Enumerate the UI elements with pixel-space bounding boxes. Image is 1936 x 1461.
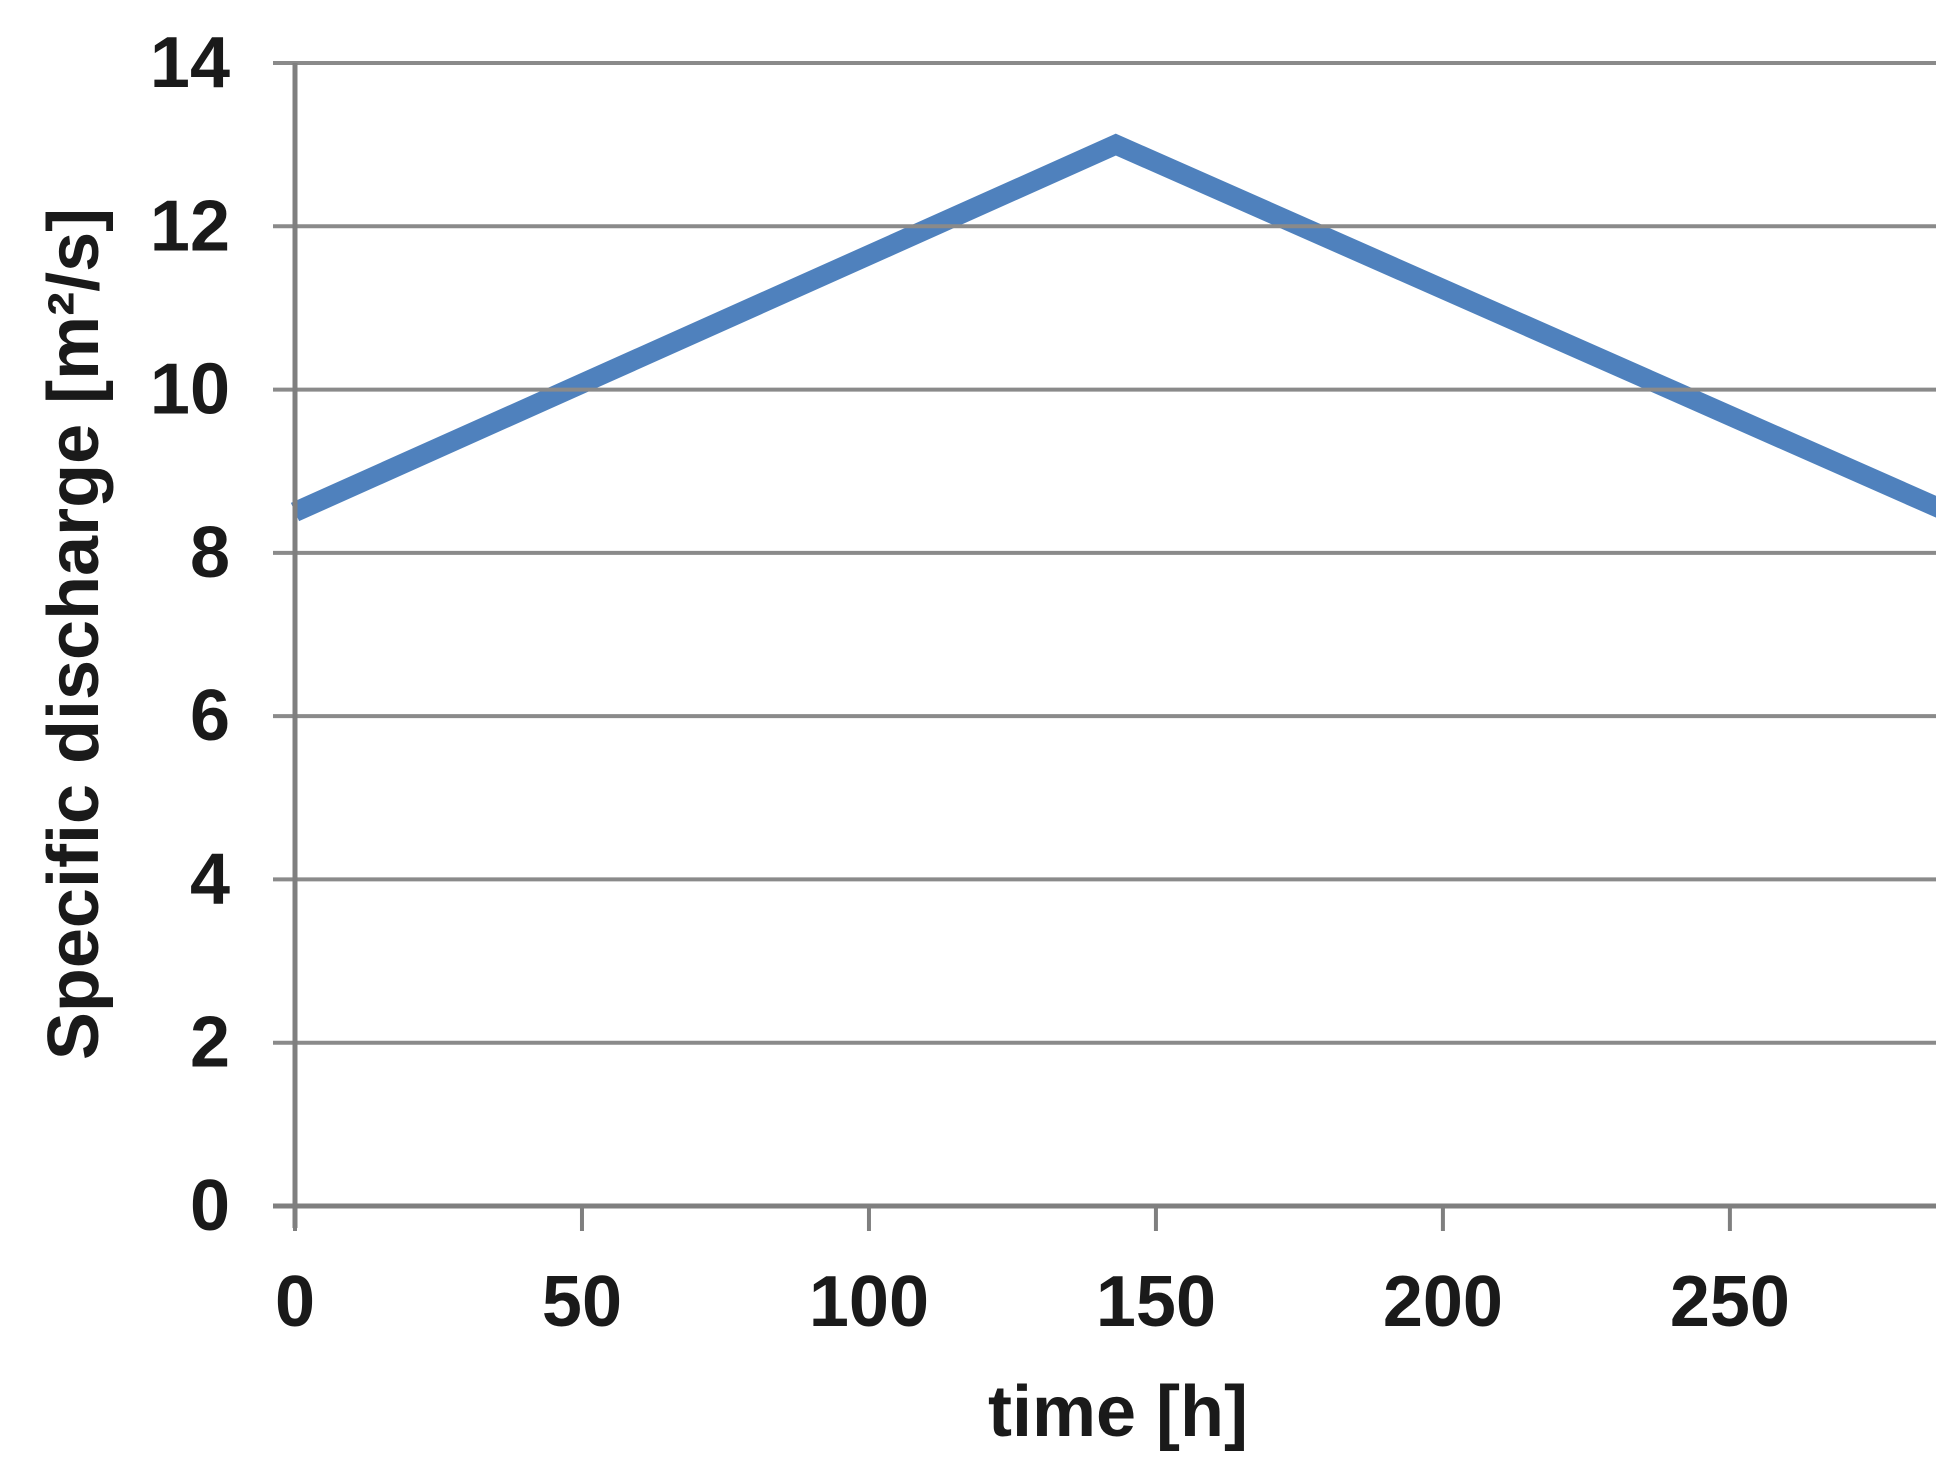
y-axis-title: Specific discharge [m²/s] [40,208,114,1060]
x-tick-label: 100 [809,1262,929,1342]
x-tick-label: 250 [1670,1262,1790,1342]
y-tick-label: 6 [190,676,230,756]
plot-canvas: 0 2 4 6 8 10 12 14 0 50 100 150 200 250 time [h] Spec… [40,23,1936,1452]
y-tick-label: 4 [190,839,230,919]
y-tick-label: 12 [150,186,230,266]
series-layer [290,133,1936,522]
tick-label-layer: 0 2 4 6 8 10 12 14 0 50 100 150 200 250 [150,23,1790,1342]
x-tick-label: 200 [1383,1262,1503,1342]
axis-layer [273,63,1936,1228]
line-chart: 0 2 4 6 8 10 12 14 0 50 100 150 200 250 time [h] Spec… [40,16,1936,1461]
x-tick-label: 150 [1096,1262,1216,1342]
y-tick-label: 0 [190,1166,230,1246]
data-line [290,133,1936,522]
tick-layer [293,1206,1732,1231]
x-tick-label: 0 [275,1262,315,1342]
y-tick-label: 8 [190,513,230,593]
y-tick-label: 2 [190,1003,230,1083]
y-tick-label: 10 [150,350,230,430]
gridline-layer [273,61,1936,1208]
y-tick-label: 14 [150,23,230,103]
x-tick-label: 50 [542,1262,622,1342]
x-axis-title: time [h] [988,1372,1248,1452]
